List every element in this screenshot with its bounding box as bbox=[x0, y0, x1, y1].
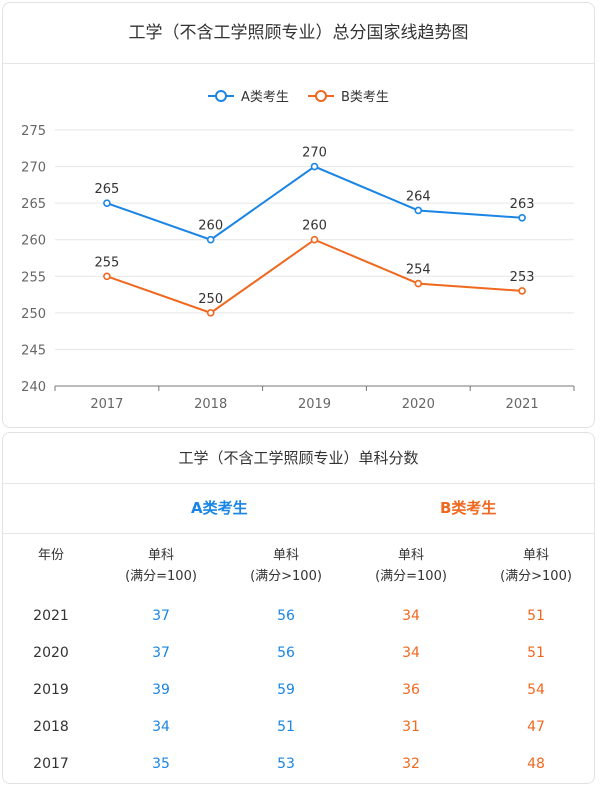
y-tick-label-270: 270 bbox=[21, 161, 46, 176]
table-cell: 31 bbox=[402, 719, 420, 735]
table-cell: 53 bbox=[277, 756, 295, 772]
data-point-0-1 bbox=[206, 235, 215, 244]
column-header-line1: 单科 bbox=[272, 548, 299, 563]
group-header-row: A类考生 B类考生 bbox=[3, 483, 594, 534]
data-label-1-0: 255 bbox=[94, 255, 119, 270]
column-header-line2: (满分>100) bbox=[250, 569, 322, 584]
column-header: 单科 (满分=100) bbox=[106, 545, 216, 587]
x-tick-label-2019: 2019 bbox=[298, 397, 331, 412]
column-header-line2: (满分=100) bbox=[375, 569, 447, 584]
table-cell: 56 bbox=[277, 608, 295, 624]
chart-title: 工学（不含工学照顾专业）总分国家线趋势图 bbox=[3, 3, 594, 64]
data-label-1-1: 250 bbox=[198, 292, 223, 307]
table-cell: 47 bbox=[527, 719, 545, 735]
y-tick-label-255: 255 bbox=[21, 270, 46, 285]
legend-label-0: A类考生 bbox=[241, 90, 289, 105]
data-label-1-4: 253 bbox=[510, 270, 535, 285]
year-header: 年份 bbox=[37, 548, 64, 563]
table-cell: 51 bbox=[277, 719, 295, 735]
data-point-0-3 bbox=[414, 206, 423, 215]
table-cell: 34 bbox=[402, 608, 420, 624]
column-header-line2: (满分>100) bbox=[500, 569, 572, 584]
table-row-year: 2017 bbox=[33, 756, 69, 772]
data-label-1-3: 254 bbox=[406, 263, 431, 278]
column-header-line2: (满分=100) bbox=[125, 569, 197, 584]
table-title: 工学（不含工学照顾专业）单科分数 bbox=[3, 433, 594, 484]
table-cell: 32 bbox=[402, 756, 420, 772]
column-header-line1: 单科 bbox=[147, 548, 174, 563]
table-cell: 39 bbox=[152, 682, 170, 698]
data-label-0-4: 263 bbox=[510, 197, 535, 212]
y-tick-label-275: 275 bbox=[21, 124, 46, 139]
x-tick-label-2021: 2021 bbox=[506, 397, 539, 412]
data-point-0-4 bbox=[518, 213, 526, 222]
table-cell: 34 bbox=[402, 645, 420, 661]
y-tick-label-245: 245 bbox=[21, 343, 46, 358]
data-point-1-4 bbox=[518, 287, 526, 295]
data-point-0-2 bbox=[310, 162, 319, 171]
x-tick-label-2020: 2020 bbox=[402, 397, 435, 412]
table-cell: 35 bbox=[152, 756, 170, 772]
table-cell: 36 bbox=[402, 682, 420, 698]
y-tick-label-240: 240 bbox=[21, 380, 46, 395]
table-cell: 37 bbox=[152, 645, 170, 661]
table-cell: 54 bbox=[527, 682, 545, 698]
data-point-1-0 bbox=[103, 272, 111, 281]
data-point-1-2 bbox=[310, 235, 319, 244]
table-row-year: 2019 bbox=[33, 682, 69, 698]
table-cell: 34 bbox=[152, 719, 170, 735]
group-b-label: B类考生 bbox=[440, 499, 497, 517]
table-cell: 51 bbox=[527, 608, 545, 624]
y-tick-label-250: 250 bbox=[21, 307, 46, 322]
table-cell: 59 bbox=[277, 682, 295, 698]
table-cell: 48 bbox=[527, 756, 545, 772]
data-label-0-3: 264 bbox=[406, 189, 431, 204]
column-header-line1: 单科 bbox=[522, 548, 549, 563]
column-header: 单科 (满分>100) bbox=[231, 545, 341, 587]
data-point-1-1 bbox=[206, 309, 215, 317]
table-cell: 37 bbox=[152, 608, 170, 624]
legend-marker-0 bbox=[215, 90, 227, 102]
data-point-1-3 bbox=[414, 279, 423, 288]
y-tick-label-260: 260 bbox=[21, 234, 46, 249]
data-point-0-0 bbox=[103, 199, 111, 207]
line-chart: A类考生 B类考生 240 245 250 255 260 265 270 275 2017 2018… bbox=[21, 90, 575, 412]
chart-card: 工学（不含工学照顾专业）总分国家线趋势图 A类考生 B类考生 240 245 250 25… bbox=[2, 2, 595, 428]
table-row-year: 2020 bbox=[33, 645, 69, 661]
data-label-0-1: 260 bbox=[198, 219, 223, 234]
legend-marker-1 bbox=[315, 90, 327, 102]
legend-label-1: B类考生 bbox=[341, 90, 389, 105]
column-header: 单科 (满分>100) bbox=[481, 545, 591, 587]
column-header-line1: 单科 bbox=[397, 548, 424, 563]
table-card: 工学（不含工学照顾专业）单科分数 A类考生 B类考生 年份 单科 (满分=100) 单… bbox=[2, 432, 595, 784]
x-tick-label-2018: 2018 bbox=[194, 397, 227, 412]
data-label-0-2: 270 bbox=[302, 146, 327, 161]
column-header: 单科 (满分=100) bbox=[356, 545, 466, 587]
table-cell: 56 bbox=[277, 645, 295, 661]
table-row-year: 2018 bbox=[33, 719, 69, 735]
data-label-0-0: 265 bbox=[94, 182, 119, 197]
x-tick-label-2017: 2017 bbox=[90, 397, 123, 412]
y-tick-label-265: 265 bbox=[21, 197, 46, 212]
table-cell: 51 bbox=[527, 645, 545, 661]
data-label-1-2: 260 bbox=[302, 219, 327, 234]
table-row-year: 2021 bbox=[33, 608, 69, 624]
group-a-label: A类考生 bbox=[191, 499, 248, 517]
